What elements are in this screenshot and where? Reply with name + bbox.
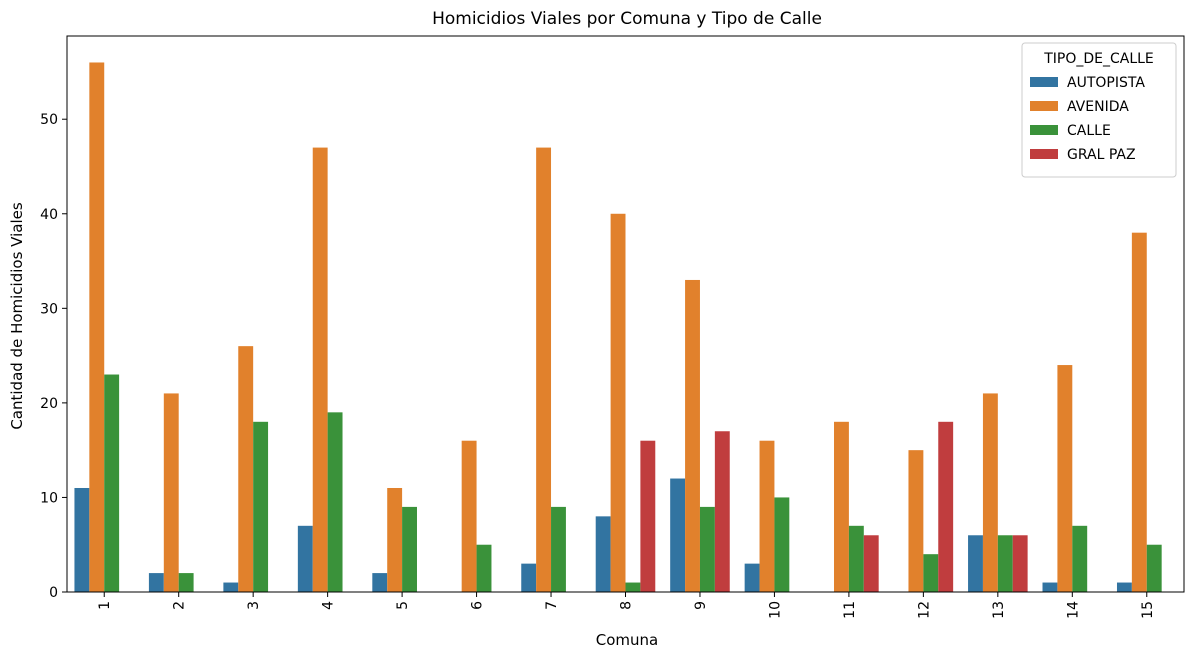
bar-gral-paz-comuna-12 <box>938 421 954 592</box>
bar-autopista-comuna-10 <box>744 563 760 592</box>
bar-autopista-comuna-2 <box>148 573 164 592</box>
legend-swatch <box>1030 77 1058 87</box>
bar-calle-comuna-3 <box>253 421 269 592</box>
legend-label: AVENIDA <box>1067 99 1129 115</box>
bar-gral-paz-comuna-8 <box>640 440 656 592</box>
legend: TIPO_DE_CALLE AUTOPISTA AVENIDA CALLE GRAL P… <box>1021 42 1177 178</box>
bar-calle-comuna-2 <box>178 573 194 592</box>
x-tick-label: 12 <box>916 601 932 619</box>
bar-avenida-comuna-2 <box>163 393 179 592</box>
bar-autopista-comuna-8 <box>595 516 611 592</box>
legend-swatch <box>1030 125 1058 135</box>
bar-avenida-comuna-5 <box>387 487 403 592</box>
bar-autopista-comuna-9 <box>670 478 686 592</box>
x-tick-label: 10 <box>767 601 783 619</box>
bar-avenida-comuna-10 <box>759 440 775 592</box>
bar-avenida-comuna-11 <box>834 421 849 592</box>
bar-autopista-comuna-1 <box>74 487 90 592</box>
bar-calle-comuna-8 <box>625 582 641 592</box>
x-tick-label: 7 <box>544 601 560 610</box>
bar-calle-comuna-11 <box>848 525 864 592</box>
bar-avenida-comuna-13 <box>982 393 998 592</box>
legend-swatch <box>1030 149 1058 159</box>
bar-avenida-comuna-3 <box>238 346 254 592</box>
legend-label: CALLE <box>1067 123 1111 139</box>
bar-calle-comuna-9 <box>699 506 715 592</box>
legend-title: TIPO_DE_CALLE <box>1043 51 1154 67</box>
bar-autopista-comuna-5 <box>372 573 388 592</box>
bar-avenida-comuna-12 <box>908 450 924 592</box>
bar-calle-comuna-13 <box>997 535 1013 592</box>
chart-title: Homicidios Viales por Comuna y Tipo de C… <box>432 9 822 29</box>
bar-autopista-comuna-4 <box>297 525 313 592</box>
bar-avenida-comuna-7 <box>536 147 552 592</box>
bar-calle-comuna-14 <box>1072 525 1088 592</box>
bar-calle-comuna-15 <box>1146 544 1162 592</box>
y-tick-label: 30 <box>40 301 58 317</box>
y-tick-label: 0 <box>49 585 58 601</box>
x-tick-label: 2 <box>172 601 188 610</box>
bar-calle-comuna-5 <box>402 506 417 592</box>
bars-layer <box>74 62 1162 593</box>
bar-calle-comuna-1 <box>104 374 120 592</box>
x-axis-title: Comuna <box>596 631 658 649</box>
bar-calle-comuna-10 <box>774 497 790 592</box>
bar-calle-comuna-4 <box>327 412 343 592</box>
bar-avenida-comuna-4 <box>312 147 328 592</box>
legend-box <box>1021 42 1177 178</box>
x-tick-label: 4 <box>321 601 337 610</box>
bar-avenida-comuna-15 <box>1131 232 1147 592</box>
bar-autopista-comuna-15 <box>1116 582 1132 592</box>
bar-autopista-comuna-7 <box>521 563 537 592</box>
bar-avenida-comuna-8 <box>610 213 626 592</box>
legend-label: AUTOPISTA <box>1067 75 1145 91</box>
bar-autopista-comuna-3 <box>223 582 239 592</box>
y-axis-title: Cantidad de Homicidios Viales <box>8 202 26 430</box>
bar-calle-comuna-6 <box>476 544 492 592</box>
bar-gral-paz-comuna-13 <box>1012 535 1028 592</box>
legend-swatch <box>1030 101 1058 111</box>
x-tick-label: 5 <box>395 601 411 610</box>
bar-calle-comuna-12 <box>923 554 939 592</box>
y-tick-label: 50 <box>40 112 58 128</box>
x-tick-label: 11 <box>842 601 858 619</box>
x-tick-label: 9 <box>693 601 709 610</box>
x-tick-label: 13 <box>991 601 1007 619</box>
bar-autopista-comuna-13 <box>968 535 983 592</box>
legend-label: GRAL PAZ <box>1067 147 1136 163</box>
x-tick-label: 14 <box>1065 601 1081 619</box>
bar-autopista-comuna-14 <box>1042 582 1058 592</box>
x-tick-label: 1 <box>97 601 113 610</box>
y-tick-label: 20 <box>40 396 58 412</box>
bar-gral-paz-comuna-11 <box>863 535 879 592</box>
x-tick-label: 15 <box>1140 601 1156 619</box>
bar-gral-paz-comuna-9 <box>714 431 730 592</box>
bar-avenida-comuna-1 <box>89 62 105 593</box>
bar-avenida-comuna-9 <box>685 279 700 592</box>
y-tick-label: 10 <box>40 490 58 506</box>
x-tick-label: 6 <box>470 601 486 610</box>
x-tick-label: 8 <box>619 601 635 610</box>
bar-avenida-comuna-6 <box>461 440 477 592</box>
y-tick-label: 40 <box>40 207 58 223</box>
x-tick-label: 3 <box>246 601 262 610</box>
bar-calle-comuna-7 <box>551 506 566 592</box>
bar-avenida-comuna-14 <box>1057 365 1073 592</box>
